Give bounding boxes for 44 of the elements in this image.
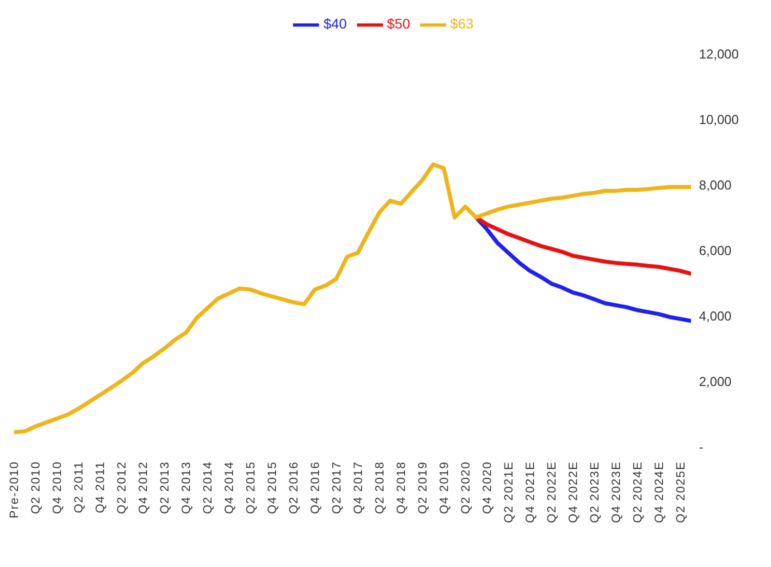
- y-tick-label: 8,000: [699, 178, 732, 193]
- x-tick-label: Q4 2020: [480, 461, 494, 514]
- legend-label: $63: [450, 16, 474, 32]
- x-tick-label: Q2 2024E: [630, 461, 644, 524]
- legend-label: $40: [323, 16, 347, 32]
- x-tick-label: Q2 2013: [157, 461, 172, 514]
- x-tick-label: Q2 2012: [114, 461, 128, 514]
- y-tick-label: 6,000: [699, 243, 732, 258]
- x-tick-label: Q4 2018: [394, 461, 408, 514]
- x-tick-label: Q2 2015: [243, 461, 258, 514]
- y-tick-label: 2,000: [699, 374, 732, 390]
- x-tick-label: Q4 2017: [350, 461, 365, 514]
- y-tick-label: -: [699, 440, 704, 455]
- x-tick-label: Q4 2011: [92, 461, 107, 514]
- x-tick-label: Q2 2018: [372, 461, 386, 514]
- x-tick-label: Q4 2019: [436, 461, 451, 514]
- y-tick-label: 10,000: [699, 112, 739, 128]
- legend-label: $50: [386, 16, 410, 32]
- line-series: [14, 162, 691, 434]
- x-tick-label: Q4 2013: [178, 461, 193, 514]
- x-tick-label: Q2 2019: [415, 461, 430, 514]
- x-tick-label: Q4 2022E: [566, 461, 580, 524]
- x-tick-label: Q4 2010: [50, 461, 64, 514]
- x-tick-label: Pre-2010: [7, 461, 21, 518]
- x-tick-label: Q4 2014: [222, 461, 236, 514]
- x-tick-label: Q2 2020: [458, 461, 472, 514]
- x-tick-label: Q4 2015: [264, 461, 279, 514]
- y-tick-label: 12,000: [699, 46, 739, 62]
- x-tick-label: Q2 2016: [286, 461, 300, 514]
- x-tick-label: Q4 2012: [136, 461, 150, 514]
- x-tick-label: Q2 2023E: [587, 461, 602, 524]
- x-tick-label: Q2 2025E: [673, 461, 688, 524]
- line-series: [474, 215, 691, 276]
- x-tick-label: Q4 2016: [308, 461, 322, 514]
- x-tick-label: Q2 2021E: [501, 461, 516, 524]
- x-tick-label: Q2 2010: [28, 461, 42, 514]
- x-tick-label: Q2 2022E: [544, 461, 558, 524]
- x-tick-label: Q2 2017: [329, 461, 344, 514]
- x-tick-label: Q4 2024E: [652, 461, 666, 524]
- x-tick-label: Q2 2014: [200, 461, 214, 514]
- x-tick-label: Q4 2021E: [522, 461, 537, 524]
- y-tick-label: 4,000: [699, 308, 732, 324]
- x-tick-label: Q4 2023E: [608, 461, 623, 524]
- x-tick-label: Q2 2011: [71, 461, 86, 514]
